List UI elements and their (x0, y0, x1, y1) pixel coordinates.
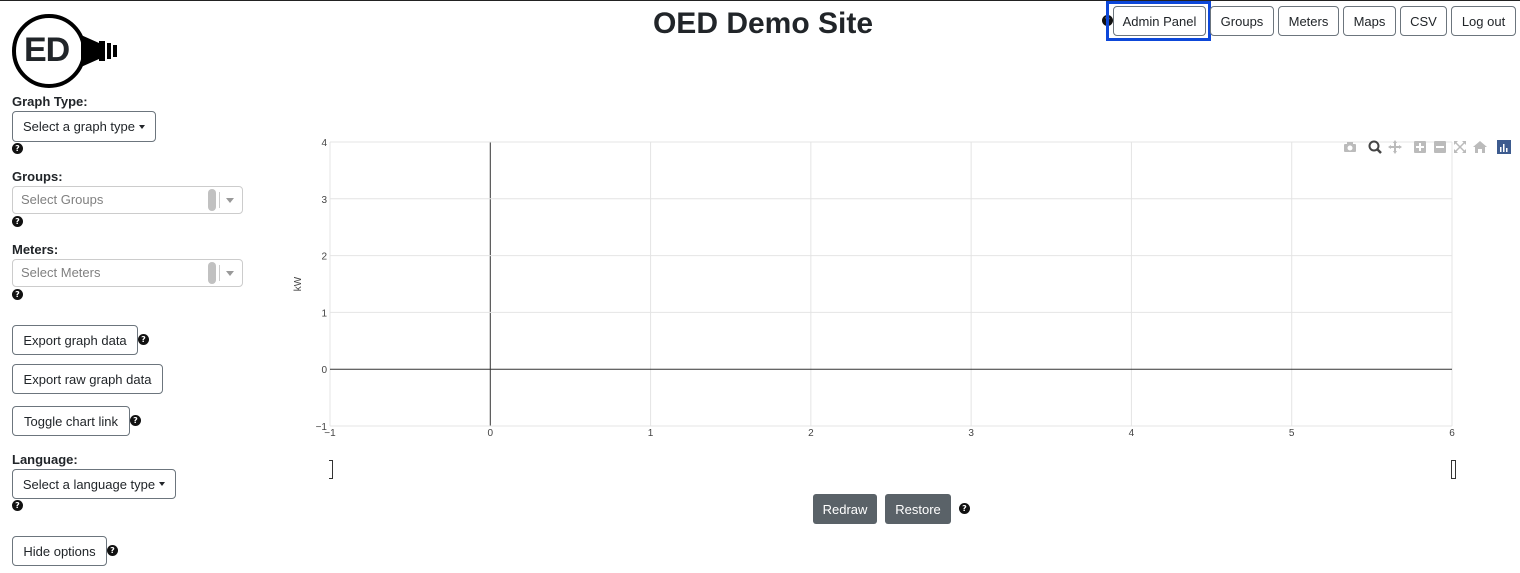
meters-scrollbar[interactable] (208, 262, 216, 284)
y-tick-label: 1 (321, 308, 327, 319)
hide-options-button[interactable]: Hide options (12, 536, 107, 566)
redraw-help-icon[interactable]: ? (959, 503, 970, 514)
export-help-icon[interactable]: ? (138, 334, 149, 345)
meters-separator (219, 265, 220, 281)
oed-logo: ED (11, 13, 123, 89)
y-tick-label: 4 (321, 138, 327, 149)
export-graph-data-button[interactable]: Export graph data (12, 325, 138, 355)
language-value: Select a language type (22, 476, 156, 492)
language-label: Language: (12, 452, 78, 467)
autoscale-icon[interactable] (1452, 139, 1468, 155)
x-tick-label: 3 (968, 428, 974, 439)
caret-down-icon (139, 124, 146, 129)
chevron-down-icon[interactable] (226, 198, 234, 203)
meters-placeholder: Select Meters (21, 265, 101, 280)
x-tick-label: 1 (648, 428, 654, 439)
logout-button[interactable]: Log out (1451, 6, 1516, 36)
meters-help-icon[interactable]: ? (12, 289, 23, 300)
groups-select[interactable]: Select Groups (12, 186, 243, 214)
range-slider-right-handle[interactable] (1451, 460, 1456, 479)
y-tick-label: 3 (321, 195, 327, 206)
zoom-in-icon[interactable] (1412, 139, 1428, 155)
page-title: OED Demo Site (652, 7, 874, 40)
camera-icon[interactable] (1342, 139, 1358, 155)
toggle-chart-link-button[interactable]: Toggle chart link (12, 406, 130, 436)
x-tick-label: 5 (1289, 428, 1295, 439)
graph-type-dropdown[interactable]: Select a graph type (12, 111, 156, 142)
x-tick-label: 4 (1129, 428, 1135, 439)
chart[interactable]: −1 0 1 2 3 4 5 6 −1 0 1 2 3 4 kW (280, 131, 1520, 481)
graph-type-label: Graph Type: (12, 94, 88, 109)
graph-type-help-icon[interactable]: ? (12, 143, 23, 154)
admin-panel-button[interactable]: Admin Panel (1113, 6, 1206, 36)
chart-link-help-icon[interactable]: ? (130, 415, 141, 426)
y-tick-label: −1 (316, 422, 328, 433)
groups-help-icon[interactable]: ? (12, 216, 23, 227)
reset-axes-icon[interactable] (1472, 139, 1488, 155)
meters-select[interactable]: Select Meters (12, 259, 243, 287)
groups-button[interactable]: Groups (1210, 6, 1274, 36)
logo-text: ED (24, 31, 70, 69)
chevron-down-icon[interactable] (226, 271, 234, 276)
meters-label: Meters: (12, 242, 59, 257)
hide-options-help-icon[interactable]: ? (107, 545, 118, 556)
admin-panel-highlight (1106, 1, 1211, 41)
y-axis-label: kW (293, 276, 304, 291)
y-tick-label: 0 (321, 365, 327, 376)
groups-scrollbar[interactable] (208, 189, 216, 211)
x-tick-label: −1 (324, 428, 336, 439)
plotly-logo-icon[interactable] (1496, 139, 1512, 155)
range-slider-left-handle[interactable] (329, 460, 333, 479)
y-tick-label: 2 (321, 252, 327, 263)
csv-button[interactable]: CSV (1400, 6, 1447, 36)
redraw-button[interactable]: Redraw (813, 494, 877, 524)
groups-label: Groups: (12, 169, 63, 184)
pan-icon[interactable] (1387, 139, 1403, 155)
restore-button[interactable]: Restore (885, 494, 951, 524)
language-dropdown[interactable]: Select a language type (12, 469, 176, 499)
language-help-icon[interactable]: ? (12, 500, 23, 511)
zoom-icon[interactable] (1367, 139, 1383, 155)
x-tick-label: 6 (1449, 428, 1455, 439)
modebar (1342, 139, 1517, 155)
export-raw-graph-data-button[interactable]: Export raw graph data (12, 364, 163, 394)
graph-type-value: Select a graph type (22, 119, 136, 134)
groups-placeholder: Select Groups (21, 192, 104, 207)
maps-button[interactable]: Maps (1343, 6, 1396, 36)
x-tick-label: 0 (488, 428, 494, 439)
groups-separator (219, 192, 220, 208)
meters-button[interactable]: Meters (1278, 6, 1339, 36)
caret-down-icon (159, 482, 166, 486)
zoom-out-icon[interactable] (1432, 139, 1448, 155)
x-tick-label: 2 (808, 428, 814, 439)
